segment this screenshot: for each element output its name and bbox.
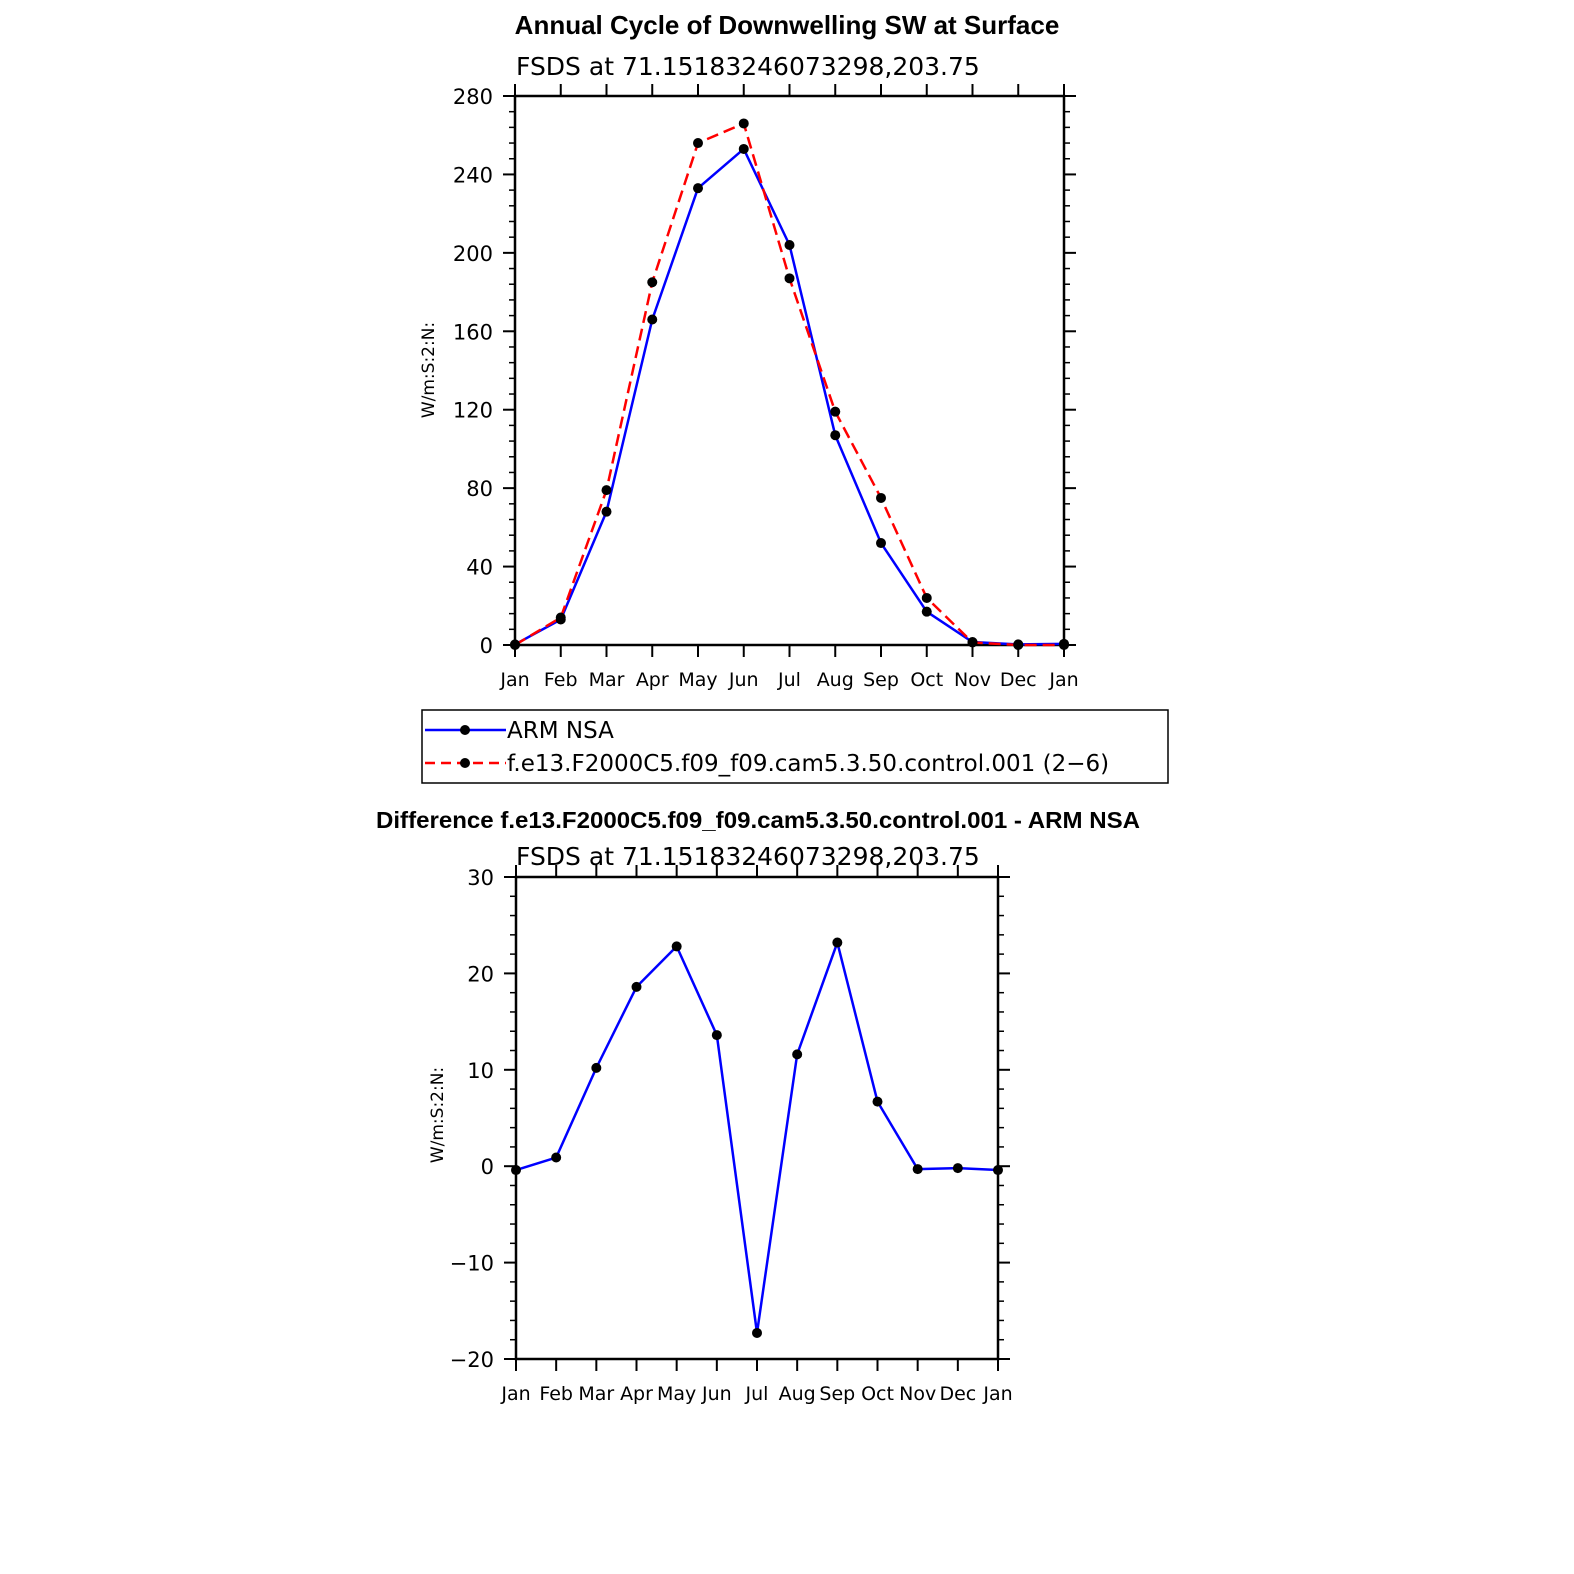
chart-subtitle: FSDS at 71.15183246073298,203.75: [516, 842, 980, 871]
x-tick-label: Nov: [899, 1383, 936, 1405]
data-point-1: [510, 640, 520, 650]
legend-label-model: f.e13.F2000C5.f09_f09.cam5.3.50.control.…: [507, 751, 1109, 777]
x-tick-label: Jan: [1048, 669, 1078, 691]
data-point-1: [921, 592, 932, 603]
data-point-0: [912, 1164, 923, 1175]
y-tick-label: 160: [453, 320, 493, 344]
x-tick-label: May: [678, 669, 717, 691]
y-tick-label: 30: [467, 866, 494, 890]
data-point-0: [792, 1049, 803, 1060]
data-point-0: [693, 183, 703, 194]
x-tick-label: Sep: [819, 1383, 855, 1405]
data-point-1: [601, 485, 612, 496]
x-tick-label: Jan: [500, 1383, 530, 1405]
data-point-0: [711, 1030, 722, 1041]
data-point-0: [752, 1327, 762, 1338]
x-tick-label: Nov: [954, 669, 991, 691]
x-tick-label: Dec: [939, 1383, 976, 1405]
data-point-0: [601, 506, 612, 517]
y-axis-label: W/m:S:2:N:: [419, 322, 439, 418]
y-axis-label: W/m:S:2:N:: [428, 1067, 448, 1163]
data-point-0: [671, 941, 682, 952]
y-tick-label: −10: [450, 1252, 494, 1276]
x-tick-label: Jan: [982, 1383, 1012, 1405]
x-tick-label: Apr: [620, 1383, 653, 1405]
x-tick-label: Oct: [910, 669, 943, 691]
data-point-0: [551, 1152, 562, 1163]
data-point-1: [555, 612, 566, 623]
y-tick-label: 200: [453, 242, 493, 266]
y-tick-label: −20: [450, 1348, 494, 1372]
data-point-0: [921, 606, 932, 617]
x-tick-label: Feb: [539, 1383, 573, 1405]
y-tick-label: 280: [453, 85, 493, 109]
x-tick-label: Mar: [578, 1383, 614, 1405]
difference-chart: Difference f.e13.F2000C5.f09_f09.cam5.3.…: [376, 807, 1140, 1405]
x-tick-label: Feb: [544, 669, 578, 691]
data-point-1: [1013, 640, 1024, 650]
legend-marker-model: [460, 758, 470, 768]
x-tick-label: May: [657, 1383, 696, 1405]
data-point-1: [647, 277, 658, 288]
data-point-1: [693, 138, 703, 149]
data-point-0: [993, 1165, 1003, 1176]
x-tick-label: Oct: [861, 1383, 894, 1405]
data-point-0: [872, 1096, 883, 1107]
data-point-0: [591, 1062, 602, 1073]
data-point-0: [631, 981, 642, 992]
x-tick-label: Apr: [636, 669, 669, 691]
x-tick-label: Jun: [728, 669, 759, 691]
y-tick-label: 10: [467, 1059, 494, 1083]
data-point-1: [1059, 640, 1069, 650]
x-tick-label: Jan: [499, 669, 529, 691]
legend-label-arm-nsa: ARM NSA: [507, 718, 614, 744]
legend: ARM NSA f.e13.F2000C5.f09_f09.cam5.3.50.…: [421, 709, 1169, 784]
y-tick-label: 240: [453, 163, 493, 187]
x-tick-label: Sep: [863, 669, 899, 691]
x-tick-label: Dec: [1000, 669, 1037, 691]
data-point-1: [784, 273, 795, 284]
chart-subtitle: FSDS at 71.15183246073298,203.75: [516, 52, 980, 81]
data-point-0: [738, 143, 749, 154]
x-tick-label: Aug: [779, 1383, 816, 1405]
chart-title: Difference f.e13.F2000C5.f09_f09.cam5.3.…: [376, 807, 1140, 833]
data-point-1: [967, 637, 978, 648]
y-tick-label: 0: [480, 634, 493, 658]
y-tick-label: 20: [467, 962, 494, 986]
x-tick-label: Jul: [745, 1383, 769, 1405]
data-point-1: [876, 492, 886, 503]
data-point-0: [876, 538, 886, 549]
y-tick-label: 120: [453, 399, 493, 423]
data-point-0: [647, 314, 658, 325]
x-tick-label: Mar: [589, 669, 625, 691]
data-point-0: [832, 937, 843, 948]
data-point-1: [830, 406, 841, 417]
data-point-1: [738, 118, 749, 129]
data-point-0: [511, 1165, 521, 1176]
annual-cycle-chart: Annual Cycle of Downwelling SW at Surfac…: [419, 10, 1079, 691]
y-tick-label: 0: [481, 1155, 494, 1179]
data-point-0: [830, 430, 841, 441]
chart-title: Annual Cycle of Downwelling SW at Surfac…: [515, 10, 1060, 40]
y-tick-label: 80: [466, 477, 493, 501]
legend-frame: [421, 709, 1169, 784]
data-point-0: [784, 240, 795, 251]
x-tick-label: Jul: [777, 669, 801, 691]
legend-marker-arm-nsa: [460, 725, 470, 735]
x-tick-label: Jun: [701, 1383, 732, 1405]
data-point-0: [952, 1163, 963, 1174]
x-tick-label: Aug: [817, 669, 854, 691]
y-tick-label: 40: [466, 556, 493, 580]
